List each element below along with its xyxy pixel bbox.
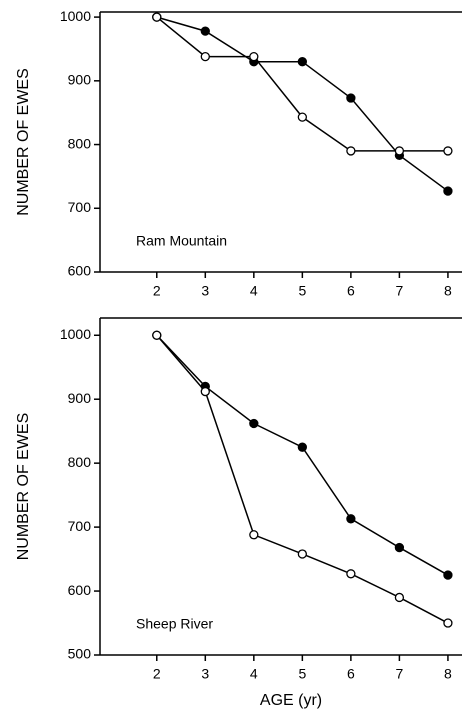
x-tick-label: 3 [201,283,209,299]
x-tick-label: 3 [201,666,209,682]
series-line [156,16,448,152]
x-tick-label: 7 [396,666,404,682]
marker [152,12,162,22]
marker [394,592,405,603]
y-axis-title: NUMBER OF EWES [15,68,32,216]
y-tick-label: 1000 [60,326,91,342]
x-tick-label: 7 [396,283,404,299]
marker [297,442,308,452]
marker [249,530,259,540]
x-tick-label: 4 [250,666,258,682]
marker [249,51,259,62]
marker [200,51,210,62]
annotation: Sheep River [136,616,213,632]
x-tick-label: 4 [250,283,258,299]
y-tick-label: 900 [68,390,92,406]
x-tick-label: 8 [444,666,452,682]
marker [443,618,453,628]
marker [346,93,356,103]
x-tick-label: 8 [444,283,452,299]
x-tick-label: 5 [298,283,306,299]
marker [200,26,210,36]
marker [346,514,356,524]
y-tick-label: 500 [68,646,92,662]
y-tick-label: 600 [68,582,92,598]
marker [346,146,356,156]
series-line [156,334,449,624]
x-tick-label: 5 [298,666,306,682]
x-tick-label: 6 [347,666,355,682]
marker [249,418,259,429]
y-tick-label: 900 [68,72,92,88]
marker [394,146,405,156]
x-tick-label: 2 [153,666,161,682]
marker [443,186,453,196]
marker [297,112,308,122]
y-tick-label: 600 [68,263,92,279]
marker [394,542,405,553]
y-tick-label: 700 [68,518,92,534]
marker [346,569,356,579]
marker [443,146,453,156]
marker [443,570,453,580]
y-axis-title: NUMBER OF EWES [15,413,32,561]
y-tick-label: 800 [68,454,92,470]
series-line [156,16,449,192]
y-tick-label: 1000 [60,8,91,24]
x-tick-label: 6 [347,283,355,299]
x-tick-label: 2 [153,283,161,299]
marker [297,549,308,559]
y-tick-label: 800 [68,135,92,151]
x-axis-title: AGE (yr) [260,692,322,709]
marker [297,57,308,67]
series-line [156,334,449,576]
y-tick-label: 700 [68,199,92,215]
marker [152,330,162,340]
marker [200,386,210,397]
annotation: Ram Mountain [136,233,227,249]
